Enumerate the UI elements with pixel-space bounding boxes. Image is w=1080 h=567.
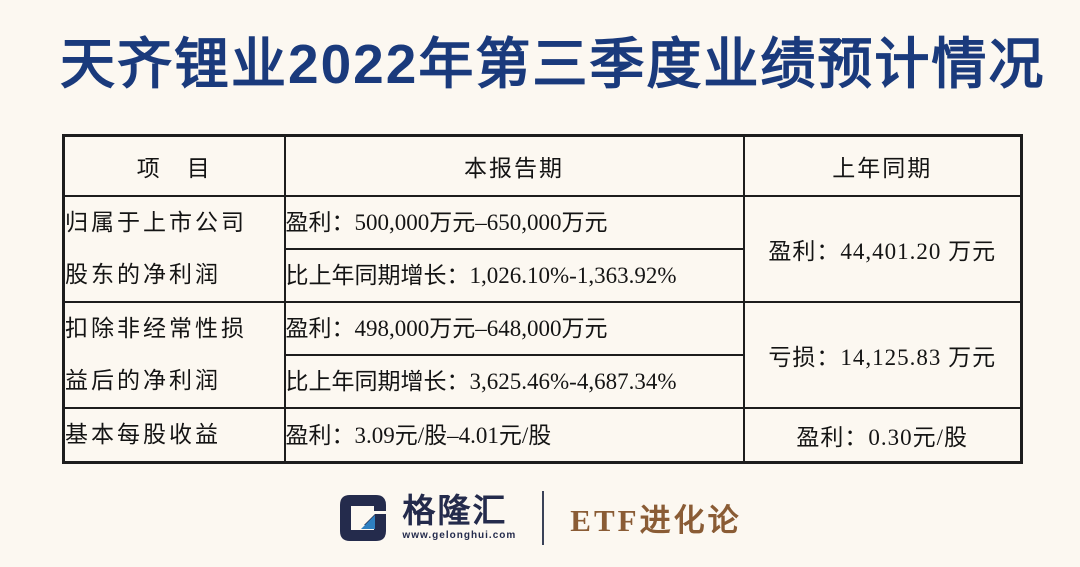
brand-url: www.gelonghui.com [402,530,517,541]
item-line: 基本每股收益 [65,422,221,447]
col-header-prior-period: 上年同期 [742,134,1023,197]
gelonghui-logo-icon [340,494,387,541]
item-line: 扣除非经常性损 [65,316,247,341]
footer-divider [542,490,545,545]
brand-block: 格隆汇 www.gelonghui.com [402,492,517,542]
cell-deducted-profit-prior: 亏损：14,125.83 万元 [742,301,1023,409]
brand-name: 格隆汇 [402,492,508,529]
table-row-eps: 基本每股收益 盈利：3.09元/股–4.01元/股 盈利：0.30元/股 [62,407,1023,464]
cell-eps-range: 盈利：3.09元/股–4.01元/股 [283,407,745,464]
item-line: 归属于上市公司 [65,210,247,235]
cell-item-deducted-profit: 扣除非经常性损 益后的净利润 [62,301,286,409]
table-row-net-profit-growth: 比上年同期增长：1,026.10%-1,363.92% [64,248,1022,303]
col-header-item: 项 目 [62,134,286,197]
table-row-deducted-profit-growth: 比上年同期增长：3,625.46%-4,687.34% [64,354,1022,409]
table-row-net-profit: 归属于上市公司 股东的净利润 盈利：500,000万元–650,000万元 盈利… [62,195,1023,303]
cell-item-net-profit: 归属于上市公司 股东的净利润 [62,195,286,303]
footer-tagline: ETF进化论 [570,503,742,538]
item-line: 益后的净利润 [65,368,221,393]
cell-net-profit-range: 盈利：500,000万元–650,000万元 [283,195,745,250]
cell-deducted-profit-growth: 比上年同期增长：3,625.46%-4,687.34% [283,354,745,409]
footer-brand-bar: 格隆汇 www.gelonghui.com ETF进化论 [0,480,1080,555]
cell-net-profit-prior: 盈利：44,401.20 万元 [742,195,1023,303]
table-header-row: 项 目 本报告期 上年同期 [62,134,1023,197]
cell-deducted-profit-range: 盈利：498,000万元–648,000万元 [283,301,745,356]
item-line: 股东的净利润 [65,262,221,287]
cell-item-eps: 基本每股收益 [62,407,286,464]
cell-net-profit-growth: 比上年同期增长：1,026.10%-1,363.92% [283,248,745,303]
table-row-deducted-profit: 扣除非经常性损 益后的净利润 盈利：498,000万元–648,000万元 亏损… [62,301,1023,409]
page-title: 天齐锂业2022年第三季度业绩预计情况 [60,33,1046,95]
performance-forecast-table: 项 目 本报告期 上年同期 归属于上市公司 股东的净利润 盈利：500,000万… [62,134,1023,464]
col-header-current-period: 本报告期 [283,134,745,197]
cell-eps-prior: 盈利：0.30元/股 [742,407,1023,464]
